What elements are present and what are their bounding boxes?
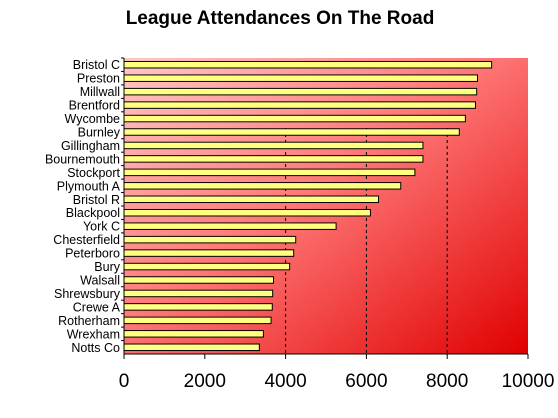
bar (123, 235, 297, 244)
x-tick-labels: 0 2000 4000 6000 8000 10000 (119, 354, 555, 392)
category-labels: Bristol CPrestonMillwallBrentfordWycombe… (45, 57, 124, 355)
category-label: Crewe A (73, 300, 121, 314)
bar (123, 87, 478, 96)
category-label: Bristol C (73, 58, 120, 72)
x-tick-label: 2000 (184, 371, 226, 392)
bar (123, 60, 493, 69)
category-label: Peterboro (65, 247, 120, 261)
category-label: Wrexham (67, 327, 120, 341)
bar (123, 276, 274, 284)
bar (123, 262, 291, 271)
bar (123, 128, 460, 136)
x-tick-label: 0 (119, 371, 130, 392)
category-label: Brentford (69, 99, 120, 113)
bar (123, 101, 476, 109)
bar (123, 303, 273, 311)
category-label: Bury (94, 260, 120, 274)
category-label: Bournemouth (45, 152, 120, 166)
bar (123, 249, 295, 257)
category-label: Chesterfield (53, 233, 120, 247)
category-label: Walsall (80, 274, 120, 288)
bar (123, 222, 337, 230)
bar (123, 182, 402, 190)
bar (123, 155, 424, 163)
category-label: Blackpool (66, 206, 120, 220)
x-tick-label: 4000 (264, 371, 306, 392)
category-label: Millwall (80, 85, 120, 99)
category-label: Shrewsbury (54, 287, 121, 301)
category-label: Gillingham (61, 139, 120, 153)
category-label: Rotherham (58, 314, 120, 328)
category-label: Notts Co (71, 341, 120, 355)
chart-title: League Attendances On The Road (126, 8, 435, 29)
bar (123, 141, 424, 150)
bar (123, 330, 264, 338)
bar (123, 195, 380, 204)
category-label: Plymouth A (57, 179, 121, 193)
bar (123, 289, 274, 298)
category-label: Bristol R (73, 193, 120, 207)
x-tick-label: 10000 (502, 371, 555, 392)
x-tick-label: 6000 (345, 371, 387, 392)
bars (123, 60, 493, 352)
bar (123, 168, 416, 177)
category-label: York C (83, 220, 120, 234)
bar (123, 74, 478, 82)
category-label: Stockport (67, 166, 120, 180)
bar (123, 343, 260, 352)
gridlines (285, 128, 448, 354)
axes (123, 58, 528, 355)
x-tick-label: 8000 (426, 371, 468, 392)
category-label: Wycombe (65, 112, 121, 126)
bar (123, 316, 272, 325)
bar (123, 208, 371, 217)
category-label: Burnley (78, 126, 121, 140)
category-label: Preston (77, 72, 120, 86)
bar (123, 114, 466, 123)
